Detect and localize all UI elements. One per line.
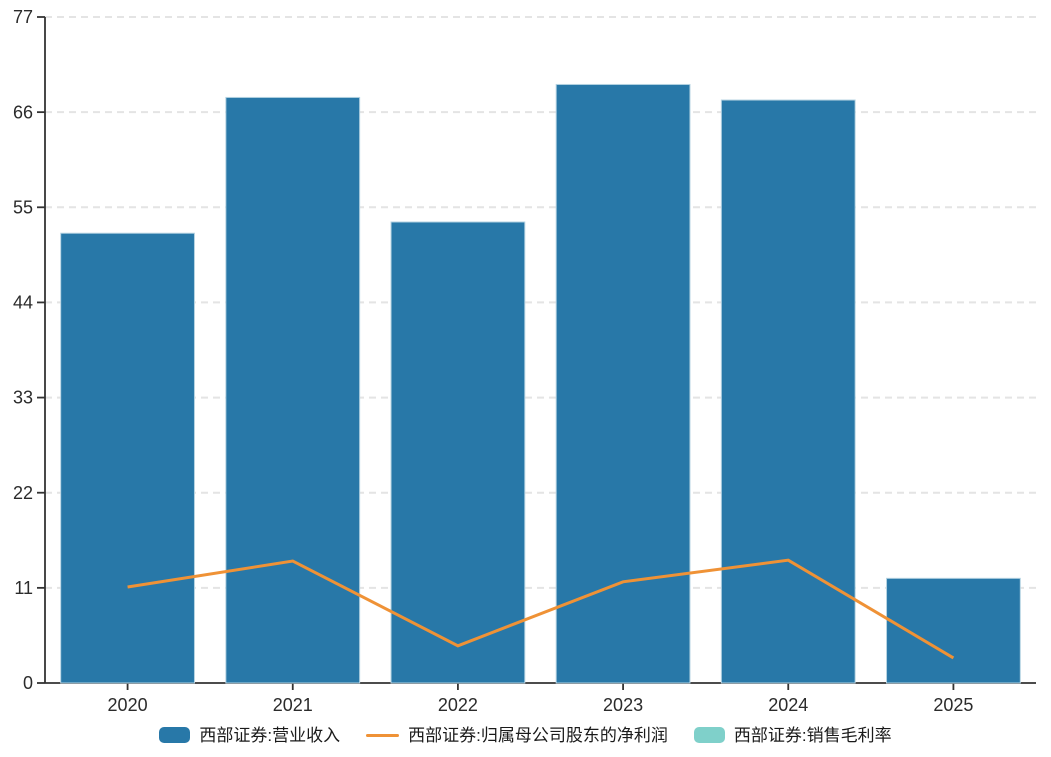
revenue-bar-swatch-icon	[159, 727, 191, 743]
x-tick-label: 2025	[933, 695, 973, 715]
x-tick-label: 2023	[603, 695, 643, 715]
legend-item-net-profit[interactable]: 西部证券:归属母公司股东的净利润	[366, 727, 668, 744]
y-tick-label: 55	[13, 197, 33, 217]
y-tick-label: 0	[23, 673, 33, 693]
y-tick-label: 44	[13, 293, 33, 313]
bar-2021[interactable]	[225, 96, 361, 684]
bar-2020[interactable]	[60, 232, 195, 684]
y-tick-label: 22	[13, 483, 33, 503]
x-tick-label: 2021	[273, 695, 313, 715]
y-tick-label: 11	[14, 578, 33, 598]
legend-label-net-profit: 西部证券:归属母公司股东的净利润	[408, 725, 668, 745]
legend-label-gross-margin: 西部证券:销售毛利率	[733, 725, 892, 745]
legend-label-revenue: 西部证券:营业收入	[199, 725, 341, 745]
x-tick-label: 2024	[768, 695, 808, 715]
legend-item-gross-margin[interactable]: 西部证券:销售毛利率	[693, 725, 892, 745]
legend: 西部证券:营业收入 西部证券:归属母公司股东的净利润 西部证券:销售毛利率	[0, 716, 1051, 754]
bar-2024[interactable]	[720, 99, 856, 684]
x-tick-label: 2020	[108, 695, 148, 715]
bar-2022[interactable]	[390, 221, 526, 684]
gross-margin-bar-swatch-icon	[693, 727, 725, 743]
legend-item-revenue[interactable]: 西部证券:营业收入	[159, 727, 340, 744]
y-tick-label: 33	[13, 388, 33, 408]
y-tick-label: 77	[13, 7, 33, 27]
net-profit-line[interactable]	[127, 558, 955, 660]
bar-2023[interactable]	[555, 83, 691, 684]
net-profit-line-swatch-icon	[366, 733, 400, 737]
y-tick-label: 66	[13, 102, 33, 122]
x-tick-label: 2022	[438, 695, 478, 715]
plot-area: 0 11 22 33 44 55 66 77 2020 2021 2022 2023 2024 2025	[13, 7, 1036, 715]
